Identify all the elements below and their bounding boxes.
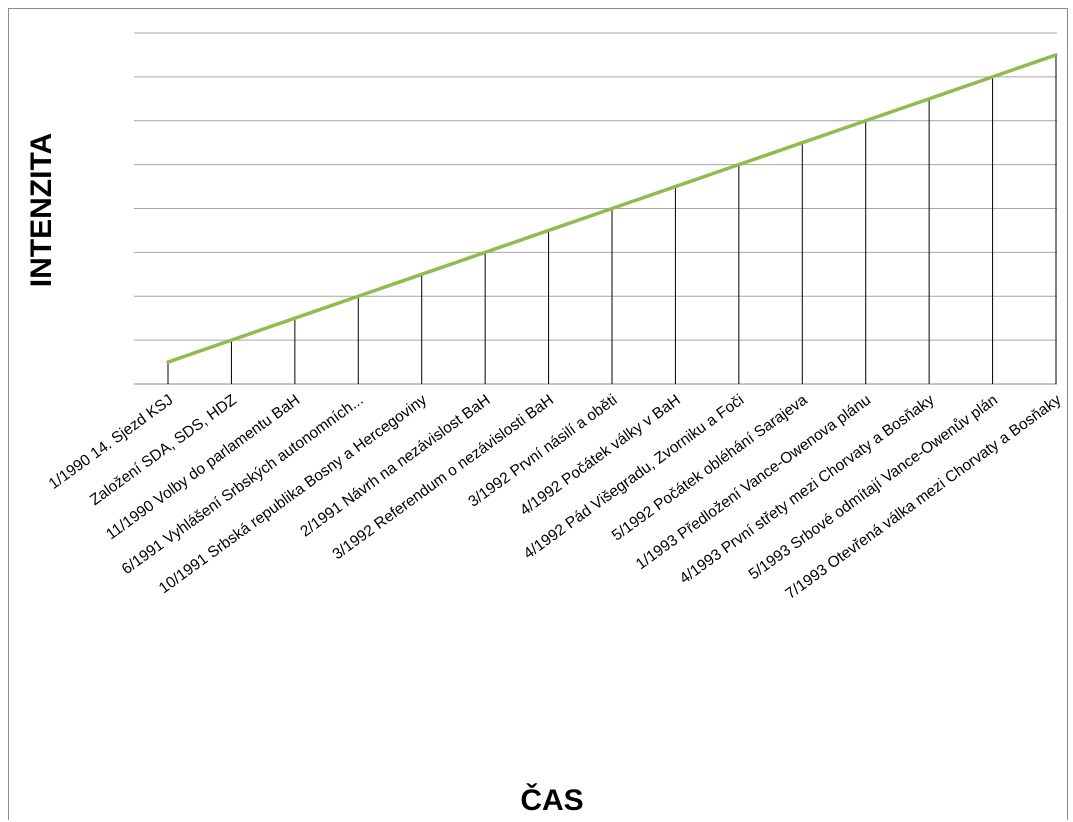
x-axis-title: ČAS xyxy=(520,783,583,817)
gridlines xyxy=(134,32,1057,385)
series-line-group xyxy=(166,53,1058,364)
drop-lines xyxy=(167,54,1057,384)
x-tick-label: 1/1993 Předložení Vance-Owenova plánu xyxy=(633,391,874,573)
y-axis-title: INTENZITA xyxy=(25,133,58,287)
chart-frame xyxy=(8,8,1068,820)
x-tick-label: 3/1992 Referendum o nezávislosti BaH xyxy=(329,391,556,563)
series-line xyxy=(166,53,1058,364)
